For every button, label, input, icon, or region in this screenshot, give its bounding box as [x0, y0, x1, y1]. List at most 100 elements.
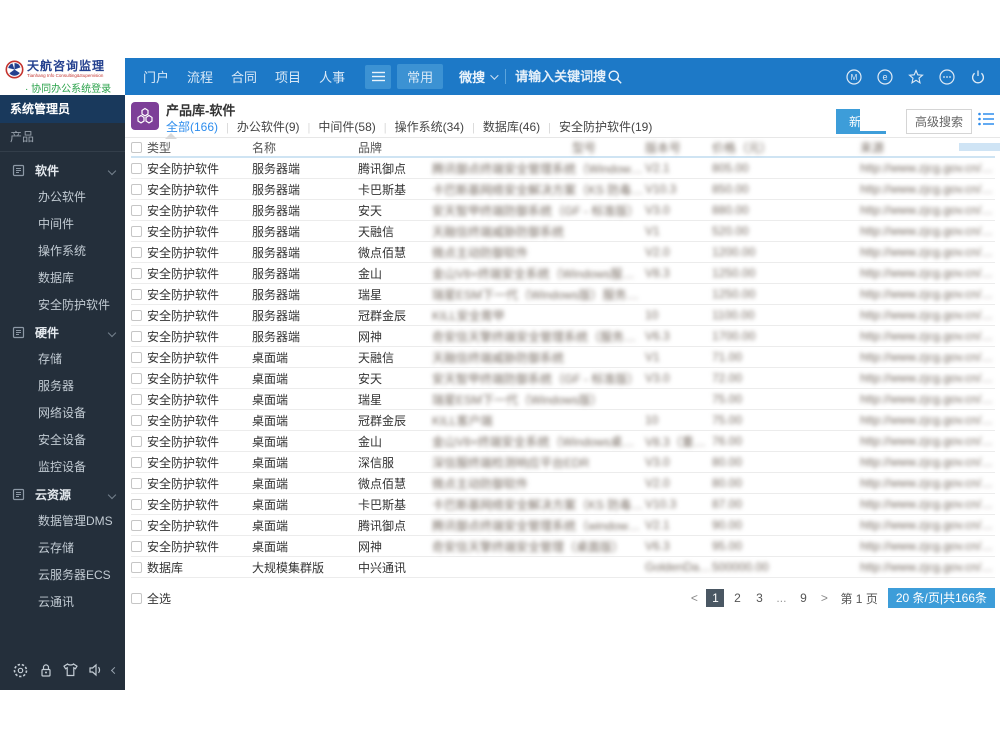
sidebar-item[interactable]: 网络设备 [38, 406, 87, 420]
sidebar-item[interactable]: 服务器 [38, 379, 75, 393]
select-all-label[interactable]: 全选 [147, 591, 172, 606]
sidebar-item[interactable]: 安全防护软件 [38, 298, 111, 312]
cell-name: 桌面端 [252, 518, 289, 533]
member-circle-icon[interactable]: M [846, 68, 862, 85]
table-row[interactable]: 安全防护软件 服务器端 瑞星 瑞星ESM下一代（Windows版）服务器版 12… [131, 284, 995, 305]
row-checkbox[interactable] [131, 415, 142, 427]
next-page-button[interactable]: > [820, 591, 828, 605]
nav-item[interactable]: 项目 [275, 70, 302, 85]
table-row[interactable]: 安全防护软件 桌面端 瑞星 瑞星ESM下一代（Windows版） 75.00 h… [131, 389, 995, 410]
per-page-badge[interactable]: 20 条/页|共166条 [887, 588, 995, 608]
table-row[interactable]: 安全防护软件 服务器端 网神 奇安信天擎终端安全管理系统（服务器） V6.3 1… [131, 326, 995, 347]
row-checkbox[interactable] [131, 184, 142, 196]
message-circle-icon[interactable]: e [877, 68, 893, 85]
row-checkbox[interactable] [131, 247, 142, 259]
nav-item-pinned[interactable]: 常用 [397, 64, 444, 89]
product-search-input[interactable] [860, 109, 910, 131]
row-checkbox[interactable] [131, 226, 142, 238]
row-checkbox[interactable] [131, 562, 142, 574]
nav-item[interactable]: 人事 [319, 70, 346, 85]
sidebar-item[interactable]: 中间件 [38, 217, 75, 231]
row-checkbox[interactable] [131, 394, 142, 406]
table-row[interactable]: 数据库 大规模集群版 中兴通讯 GoldenData s... 500000.0… [131, 557, 995, 578]
page-button[interactable]: 1 [706, 589, 725, 607]
row-checkbox[interactable] [131, 478, 142, 490]
row-checkbox[interactable] [131, 499, 142, 511]
sidebar-group[interactable]: 硬件 [0, 319, 125, 346]
sidebar-item[interactable]: 云存储 [38, 541, 75, 555]
table-row[interactable]: 安全防护软件 服务器端 腾讯御点 腾讯御点终端安全管理系统（Windows版） … [131, 158, 995, 179]
more-circle-icon[interactable] [939, 68, 955, 85]
page-button[interactable]: 2 [734, 591, 741, 605]
row-checkbox[interactable] [131, 289, 142, 301]
search-icon[interactable] [607, 69, 623, 85]
sidebar-item[interactable]: 办公软件 [38, 190, 87, 204]
table-row[interactable]: 安全防护软件 桌面端 微点佰慧 微点主动防御软件 V2.0 80.00 http… [131, 473, 995, 494]
select-all-checkbox[interactable] [131, 592, 142, 604]
row-checkbox[interactable] [131, 352, 142, 364]
table-row[interactable]: 安全防护软件 桌面端 冠群金辰 KILL客户端 10 75.00 http://… [131, 410, 995, 431]
nav-item[interactable]: 合同 [231, 70, 258, 85]
category-tab[interactable]: 全部(166) [166, 120, 219, 134]
table-row[interactable]: 安全防护软件 服务器端 金山 金山V8+终端安全系统（Windows服务器版） … [131, 263, 995, 284]
row-checkbox[interactable] [131, 268, 142, 280]
row-checkbox[interactable] [131, 520, 142, 532]
row-checkbox[interactable] [131, 205, 142, 217]
sidebar-group[interactable]: 软件 [0, 157, 125, 184]
category-tab[interactable]: 数据库(46) [464, 118, 540, 135]
sidebar-item[interactable]: 操作系统 [38, 244, 87, 258]
nav-item[interactable]: 流程 [187, 70, 214, 85]
sidebar-item[interactable]: 数据库 [38, 271, 75, 285]
sidebar-item[interactable]: 存储 [38, 352, 63, 366]
sound-speaker-icon[interactable] [88, 662, 104, 678]
row-checkbox[interactable] [131, 373, 142, 385]
row-checkbox[interactable] [131, 436, 142, 448]
sidebar-group[interactable]: 云资源 [0, 481, 125, 508]
category-tab[interactable]: 中间件(58) [300, 118, 375, 135]
apps-menu-button[interactable] [365, 64, 392, 89]
table-row[interactable]: 安全防护软件 桌面端 深信服 深信服终端检测响应平台EDR V3.0 80.00… [131, 452, 995, 473]
sidebar-item[interactable]: 数据管理DMS [38, 514, 113, 528]
sidebar-item[interactable]: 监控设备 [38, 460, 87, 474]
table-row[interactable]: 安全防护软件 桌面端 网神 奇安信天擎终端安全管理（桌面版） V6.3 95.0… [131, 536, 995, 557]
row-checkbox[interactable] [131, 163, 142, 175]
power-icon[interactable] [970, 69, 986, 85]
list-view-icon[interactable] [978, 112, 994, 126]
row-checkbox[interactable] [131, 457, 142, 469]
row-checkbox[interactable] [131, 331, 142, 343]
table-row[interactable]: 安全防护软件 服务器端 安天 安天智甲终端防御系统（GF - 标准版） V3.0… [131, 200, 995, 221]
jump-page-number[interactable]: 1 [855, 591, 863, 606]
table-row[interactable]: 安全防护软件 服务器端 天融信 天融信终端威胁防御系统 V1 520.00 ht… [131, 221, 995, 242]
table-row[interactable]: 安全防护软件 桌面端 金山 金山V8+终端安全系统（Windows桌面版） V8… [131, 431, 995, 452]
table-row[interactable]: 安全防护软件 桌面端 卡巴斯基 卡巴斯基网络安全解决方案（KS 防毒墙.. - … [131, 494, 995, 515]
row-checkbox[interactable] [131, 541, 142, 553]
settings-gear-icon[interactable] [12, 662, 29, 679]
table-row[interactable]: 安全防护软件 服务器端 微点佰慧 微点主动防御软件 V2.0 1200.00 h… [131, 242, 995, 263]
page-button[interactable]: 9 [800, 591, 807, 605]
lock-icon[interactable] [38, 662, 54, 679]
table-row[interactable]: 安全防护软件 桌面端 腾讯御点 腾讯御点终端安全管理系统（windows版）（V… [131, 515, 995, 536]
table-row[interactable]: 安全防护软件 桌面端 天融信 天融信终端威胁防御系统 V1 71.00 http… [131, 347, 995, 368]
category-tab[interactable]: 安全防护软件(19) [540, 118, 652, 135]
msearch-label[interactable]: 微搜 [459, 70, 486, 85]
oa-login-link[interactable]: · 协同办公系统登录 [25, 84, 112, 95]
page-button[interactable]: 3 [756, 591, 763, 605]
table-row[interactable]: 安全防护软件 服务器端 冠群金辰 KILL安全胄甲 10 1100.00 htt… [131, 305, 995, 326]
cell-type: 安全防护软件 [147, 182, 220, 197]
theme-shirt-icon[interactable] [62, 662, 79, 678]
sidebar-item[interactable]: 安全设备 [38, 433, 87, 447]
sidebar-item[interactable]: 云服务器ECS [38, 568, 111, 582]
select-all-header-checkbox[interactable] [131, 142, 142, 154]
category-tab[interactable]: 操作系统(34) [376, 118, 464, 135]
favorite-star-icon[interactable] [908, 68, 924, 85]
prev-page-button[interactable]: < [690, 591, 698, 605]
advanced-search-button[interactable]: 高级搜索 [905, 109, 972, 134]
collapse-icon[interactable] [110, 666, 119, 674]
category-tab[interactable]: 办公软件(9) [218, 118, 300, 135]
table-row[interactable]: 安全防护软件 服务器端 卡巴斯基 卡巴斯基网络安全解决方案（KS 防毒墙.. V… [131, 179, 995, 200]
row-checkbox[interactable] [131, 310, 142, 322]
sidebar-item[interactable]: 云通讯 [38, 595, 75, 609]
global-search-input[interactable] [515, 69, 608, 84]
table-row[interactable]: 安全防护软件 桌面端 安天 安天智甲终端防御系统（GF - 标准版） V3.0 … [131, 368, 995, 389]
nav-item[interactable]: 门户 [143, 70, 170, 85]
